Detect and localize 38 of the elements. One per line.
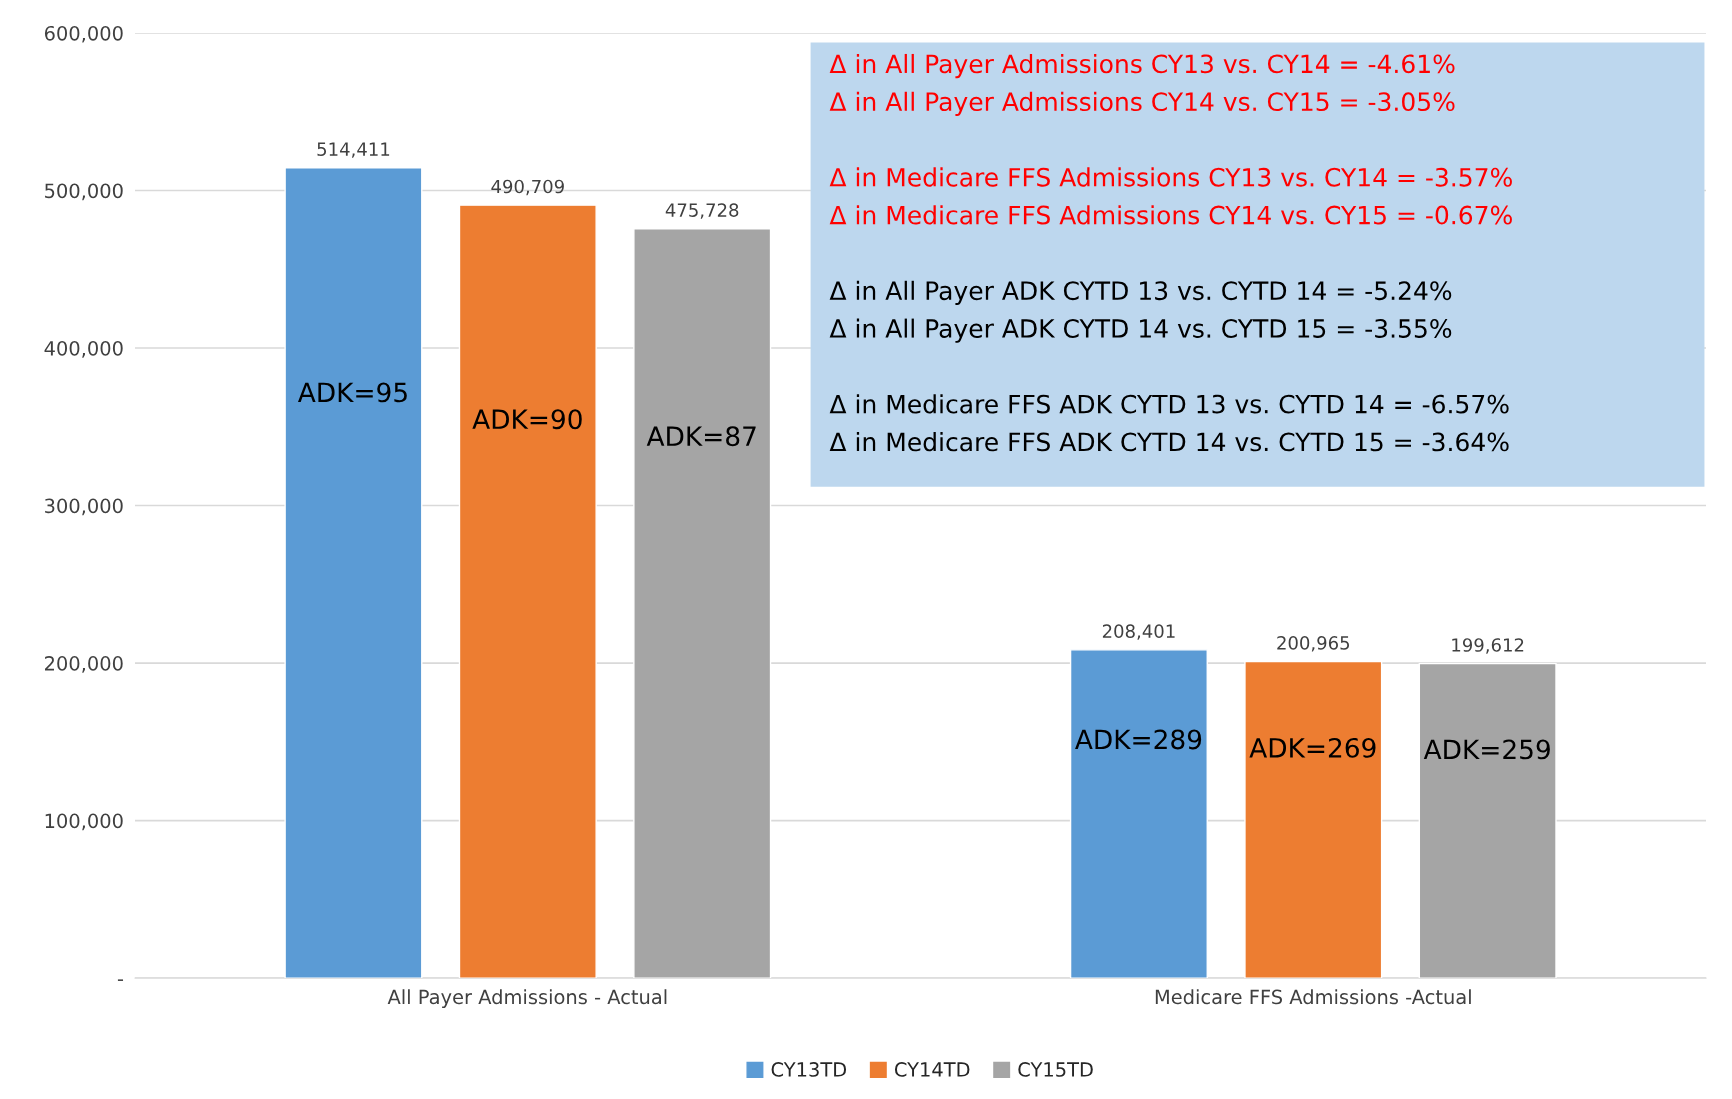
annotation: Δ in Medicare FFS ADK CYTD 13 vs. CYTD 14 = -6.57% — [829, 394, 1509, 414]
annotation: Δ in All Payer Admissions CY14 vs. CY15 = -3.05% — [829, 91, 1455, 116]
bar — [284, 167, 423, 979]
annotation: Δ in Medicare FFS Admissions CY13 vs. CY14 = -3.57% — [829, 167, 1512, 187]
y-tick-label: 100,000 — [45, 813, 123, 831]
annotation: Δ in All Payer Admissions CY13 vs. CY14 = -4.61% — [829, 53, 1455, 79]
x-tick-label: Medicare FFS Admissions -Actual — [1155, 989, 1471, 1005]
annotation: ADK=259 — [1423, 739, 1550, 760]
annotation: ADK=90 — [472, 409, 582, 430]
annotation: ADK=269 — [1249, 737, 1376, 758]
data-label: 208,401 — [1102, 624, 1175, 640]
legend-label: CY14TD — [894, 1062, 970, 1077]
annotation: Δ in Medicare FFS ADK CYTD 14 vs. CYTD 15 = -3.64% — [829, 432, 1509, 452]
data-label: 514,411 — [317, 142, 390, 158]
y-tick-label: - — [117, 979, 124, 981]
data-label: 475,728 — [665, 203, 739, 219]
y-tick-label: 300,000 — [45, 498, 123, 516]
bar — [1244, 660, 1383, 979]
data-label: 200,965 — [1277, 636, 1350, 652]
data-label: 199,612 — [1452, 638, 1524, 654]
annotation: ADK=95 — [297, 382, 407, 403]
y-tick-label: 600,000 — [44, 25, 123, 43]
y-tick-label: 500,000 — [45, 183, 123, 201]
bar — [1418, 662, 1557, 979]
annotation: Δ in All Payer ADK CYTD 14 vs. CYTD 15 = -3.55% — [829, 318, 1452, 343]
legend-label: CY13TD — [771, 1062, 847, 1077]
bar — [1069, 649, 1208, 979]
annotation: Δ in Medicare FFS Admissions CY14 vs. CY15 = -0.67% — [829, 205, 1512, 225]
y-tick-label: 400,000 — [44, 340, 123, 358]
x-tick-label: All Payer Admissions - Actual — [387, 989, 667, 1009]
annotation: Δ in All Payer ADK CYTD 13 vs. CYTD 14 = -5.24% — [829, 280, 1452, 305]
legend-label: CY15TD — [1018, 1062, 1093, 1077]
annotation: ADK=87 — [646, 426, 756, 447]
bar — [458, 204, 597, 979]
y-tick-label: 200,000 — [45, 656, 123, 673]
annotation: ADK=289 — [1075, 729, 1202, 750]
bar — [633, 228, 772, 979]
data-label: 490,709 — [491, 179, 564, 196]
